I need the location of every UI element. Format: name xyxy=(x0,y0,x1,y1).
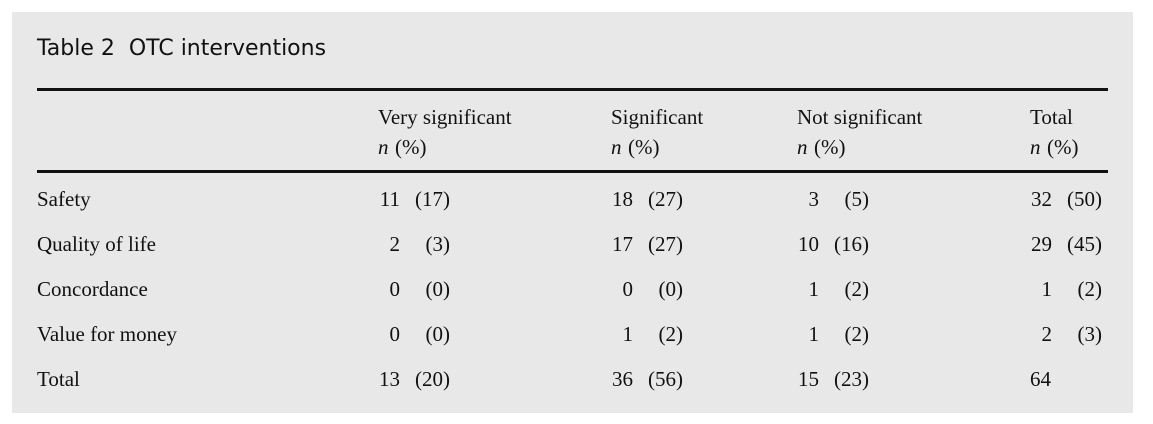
cell-pct: (3) xyxy=(425,232,451,256)
column-header: Not significant xyxy=(797,105,923,129)
cell-pct: (0) xyxy=(658,277,684,301)
cell-n: 29 xyxy=(1031,232,1052,256)
cell-n: 2 xyxy=(1041,322,1053,346)
cell-pct: (2) xyxy=(844,277,870,301)
column-header: Very significant xyxy=(378,105,512,129)
row-label: Value for money xyxy=(37,322,177,346)
cell-n: 32 xyxy=(1031,187,1052,211)
cell-pct: (0) xyxy=(425,322,451,346)
column-unit: n xyxy=(1030,135,1041,159)
cell-pct: (56) xyxy=(648,367,683,391)
cell-pct: (2) xyxy=(1077,277,1103,301)
cell-n: 1 xyxy=(808,277,820,301)
cell-pct: (5) xyxy=(844,187,870,211)
cell-n: 2 xyxy=(389,232,401,256)
cell-n: 0 xyxy=(622,277,634,301)
cell-pct: (3) xyxy=(1077,322,1103,346)
cell-n: 15 xyxy=(798,367,819,391)
cell-n: 17 xyxy=(612,232,633,256)
row-label: Concordance xyxy=(37,277,148,301)
column-unit: n xyxy=(797,135,808,159)
cell-pct: (27) xyxy=(648,187,683,211)
cell-pct: (0) xyxy=(425,277,451,301)
cell-n: 1 xyxy=(1041,277,1053,301)
table-title: Table 2 OTC interventions xyxy=(37,36,327,61)
row-label: Quality of life xyxy=(37,232,156,256)
cell-n: 1 xyxy=(808,322,820,346)
cell-n: 10 xyxy=(798,232,819,256)
cell-n: 11 xyxy=(379,187,400,211)
cell-n: 36 xyxy=(612,367,633,391)
column-unit: (%) xyxy=(395,135,427,159)
row-label: Safety xyxy=(37,187,91,211)
cell-pct: (16) xyxy=(834,232,869,256)
cell-n: 1 xyxy=(622,322,634,346)
column-header: Total xyxy=(1030,105,1073,129)
table-panel xyxy=(12,12,1133,413)
cell-pct: (2) xyxy=(658,322,684,346)
cell-pct: (50) xyxy=(1067,187,1102,211)
column-unit: (%) xyxy=(1047,135,1079,159)
cell-pct: (27) xyxy=(648,232,683,256)
cell-pct: (2) xyxy=(844,322,870,346)
cell-n: 0 xyxy=(389,322,401,346)
row-label: Total xyxy=(37,367,80,391)
cell-n: 0 xyxy=(389,277,401,301)
cell-pct: (17) xyxy=(415,187,450,211)
cell-n: 18 xyxy=(612,187,633,211)
column-header: Significant xyxy=(611,105,704,129)
column-unit: n xyxy=(378,135,389,159)
cell-pct: (23) xyxy=(834,367,869,391)
cell-n: 64 xyxy=(1030,367,1051,391)
cell-pct: (45) xyxy=(1067,232,1102,256)
column-unit: n xyxy=(611,135,622,159)
cell-n: 13 xyxy=(379,367,400,391)
column-unit: (%) xyxy=(628,135,660,159)
column-unit: (%) xyxy=(814,135,846,159)
cell-n: 3 xyxy=(808,187,820,211)
cell-pct: (20) xyxy=(415,367,450,391)
top-rule xyxy=(37,88,1108,91)
header-rule xyxy=(37,170,1108,173)
